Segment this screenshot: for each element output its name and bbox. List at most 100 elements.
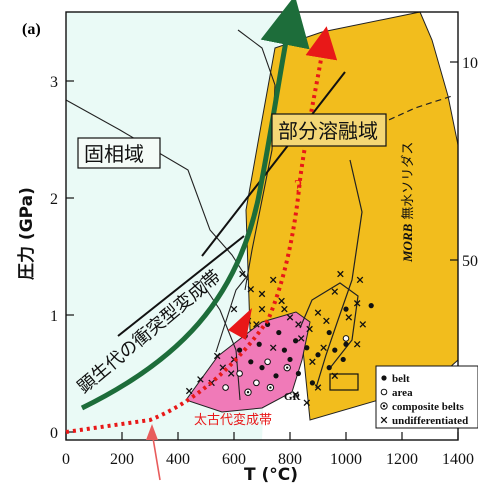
point-belt (287, 356, 293, 363)
phanerozoic-arrow (80, 0, 310, 411)
point-composite-belts-dot (286, 366, 289, 369)
morb-label-group: MORB 無水ソリダス (400, 142, 416, 263)
granulite-field (185, 311, 311, 413)
point-belt (326, 329, 332, 336)
point-undifferentiated (331, 288, 339, 295)
point-belt (304, 345, 310, 351)
point-undifferentiated (295, 321, 302, 328)
point-belt (309, 380, 315, 386)
point-undifferentiated (359, 321, 367, 328)
partial-melt-label: 部分溶融域 (278, 119, 378, 143)
point-undifferentiated (306, 325, 313, 333)
archean-arrow-head-mid (228, 308, 252, 340)
partial-melt-label-box (271, 113, 387, 147)
point-belt (295, 370, 301, 377)
point-belt (315, 352, 321, 358)
point-undifferentiated (292, 391, 299, 398)
x-axis-ticks: 0 200 400 600 800 1000 1200 1400 (62, 432, 474, 468)
legend-symbol-undifferentiated (380, 416, 388, 424)
point-undifferentiated (345, 314, 353, 321)
point-composite-belts-dot (269, 386, 272, 389)
legend: belt area composite belts undifferentiated (380, 373, 468, 427)
point-undifferentiated (286, 314, 294, 321)
solid-label-box (77, 137, 161, 169)
point-undifferentiated (314, 309, 322, 316)
legend-symbol-belt (381, 375, 387, 381)
x-axis-title: T (°C) (244, 465, 298, 484)
right-axis-ticks: 100 50 (450, 55, 478, 270)
point-belt (276, 329, 282, 336)
gr-boundary-2 (215, 274, 249, 353)
x-tick-label-200: 200 (110, 451, 134, 468)
point-belt (293, 338, 299, 344)
point-undifferentiated (353, 340, 361, 348)
point-area (222, 384, 229, 391)
dashed-boundary (379, 95, 453, 125)
data-points (185, 270, 374, 407)
point-undifferentiated (309, 358, 316, 366)
point-area (264, 358, 271, 366)
x-tick-label-1200: 1200 (386, 451, 418, 468)
point-undifferentiated (239, 270, 246, 278)
y-tick-label-0: 0 (50, 425, 58, 442)
point-undifferentiated (197, 376, 204, 383)
archean-label: 太古代変成帯 (194, 412, 272, 428)
point-undifferentiated (269, 344, 277, 352)
point-undifferentiated (213, 352, 221, 360)
legend-label-composite-belts: composite belts (392, 401, 465, 413)
point-belt (326, 365, 332, 371)
x-tick-label-600: 600 (222, 451, 246, 468)
point-undifferentiated (337, 270, 344, 278)
point-undifferentiated (247, 286, 255, 293)
solid-field-label: 固相域 (84, 142, 144, 166)
x-tick-label-1400: 1400 (442, 451, 474, 468)
point-belt (259, 365, 265, 371)
point-undifferentiated (269, 276, 277, 284)
right-tick-label-50: 50 (462, 253, 478, 270)
point-undifferentiated (356, 276, 364, 284)
panel-label: (a) (22, 21, 41, 38)
y-axis-ticks: 0 1 2 3 (50, 74, 74, 442)
point-belt (343, 341, 349, 347)
morb-label: MORB (400, 223, 415, 263)
x-tick-label-400: 400 (166, 451, 190, 468)
right-tick-label-100: 100 (462, 55, 478, 72)
point-area (342, 335, 350, 342)
question-mark: ? (294, 176, 302, 196)
point-undifferentiated (227, 370, 235, 377)
point-undifferentiated (297, 335, 305, 342)
pointer-head (146, 424, 158, 440)
solid-field (66, 12, 280, 440)
reaction-line-2 (201, 71, 346, 257)
point-undifferentiated (320, 344, 327, 352)
gr-label: GR (284, 391, 302, 403)
morb-solidus-curve (315, 159, 363, 389)
point-undifferentiated (303, 399, 311, 407)
point-belt (332, 347, 338, 353)
point-undifferentiated (185, 387, 193, 395)
point-belt (273, 373, 279, 379)
legend-box (375, 365, 478, 429)
svg-text:MORB 無水ソリダス: MORB 無水ソリダス (400, 142, 416, 263)
point-belt (237, 347, 243, 353)
y-tick-label-2: 2 (50, 191, 58, 208)
x-tick-label-800: 800 (278, 451, 302, 468)
point-area (253, 379, 260, 387)
point-belt (281, 347, 287, 353)
point-undifferentiated (281, 305, 288, 313)
point-undifferentiated (323, 317, 330, 325)
point-undifferentiated (253, 321, 260, 328)
point-belt (248, 359, 254, 365)
solidus-curve-left (65, 99, 249, 281)
point-undifferentiated (278, 297, 285, 305)
legend-label-area: area (392, 387, 413, 399)
point-undifferentiated (258, 290, 266, 298)
legend-symbol-composite-belts-dot (382, 404, 386, 408)
x-tick-label-1000: 1000 (330, 451, 362, 468)
point-undifferentiated (230, 305, 238, 313)
y-tick-label-1: 1 (50, 308, 58, 325)
reaction-line-1 (117, 235, 245, 337)
point-belt (343, 306, 349, 312)
legend-label-belt: belt (392, 373, 410, 385)
